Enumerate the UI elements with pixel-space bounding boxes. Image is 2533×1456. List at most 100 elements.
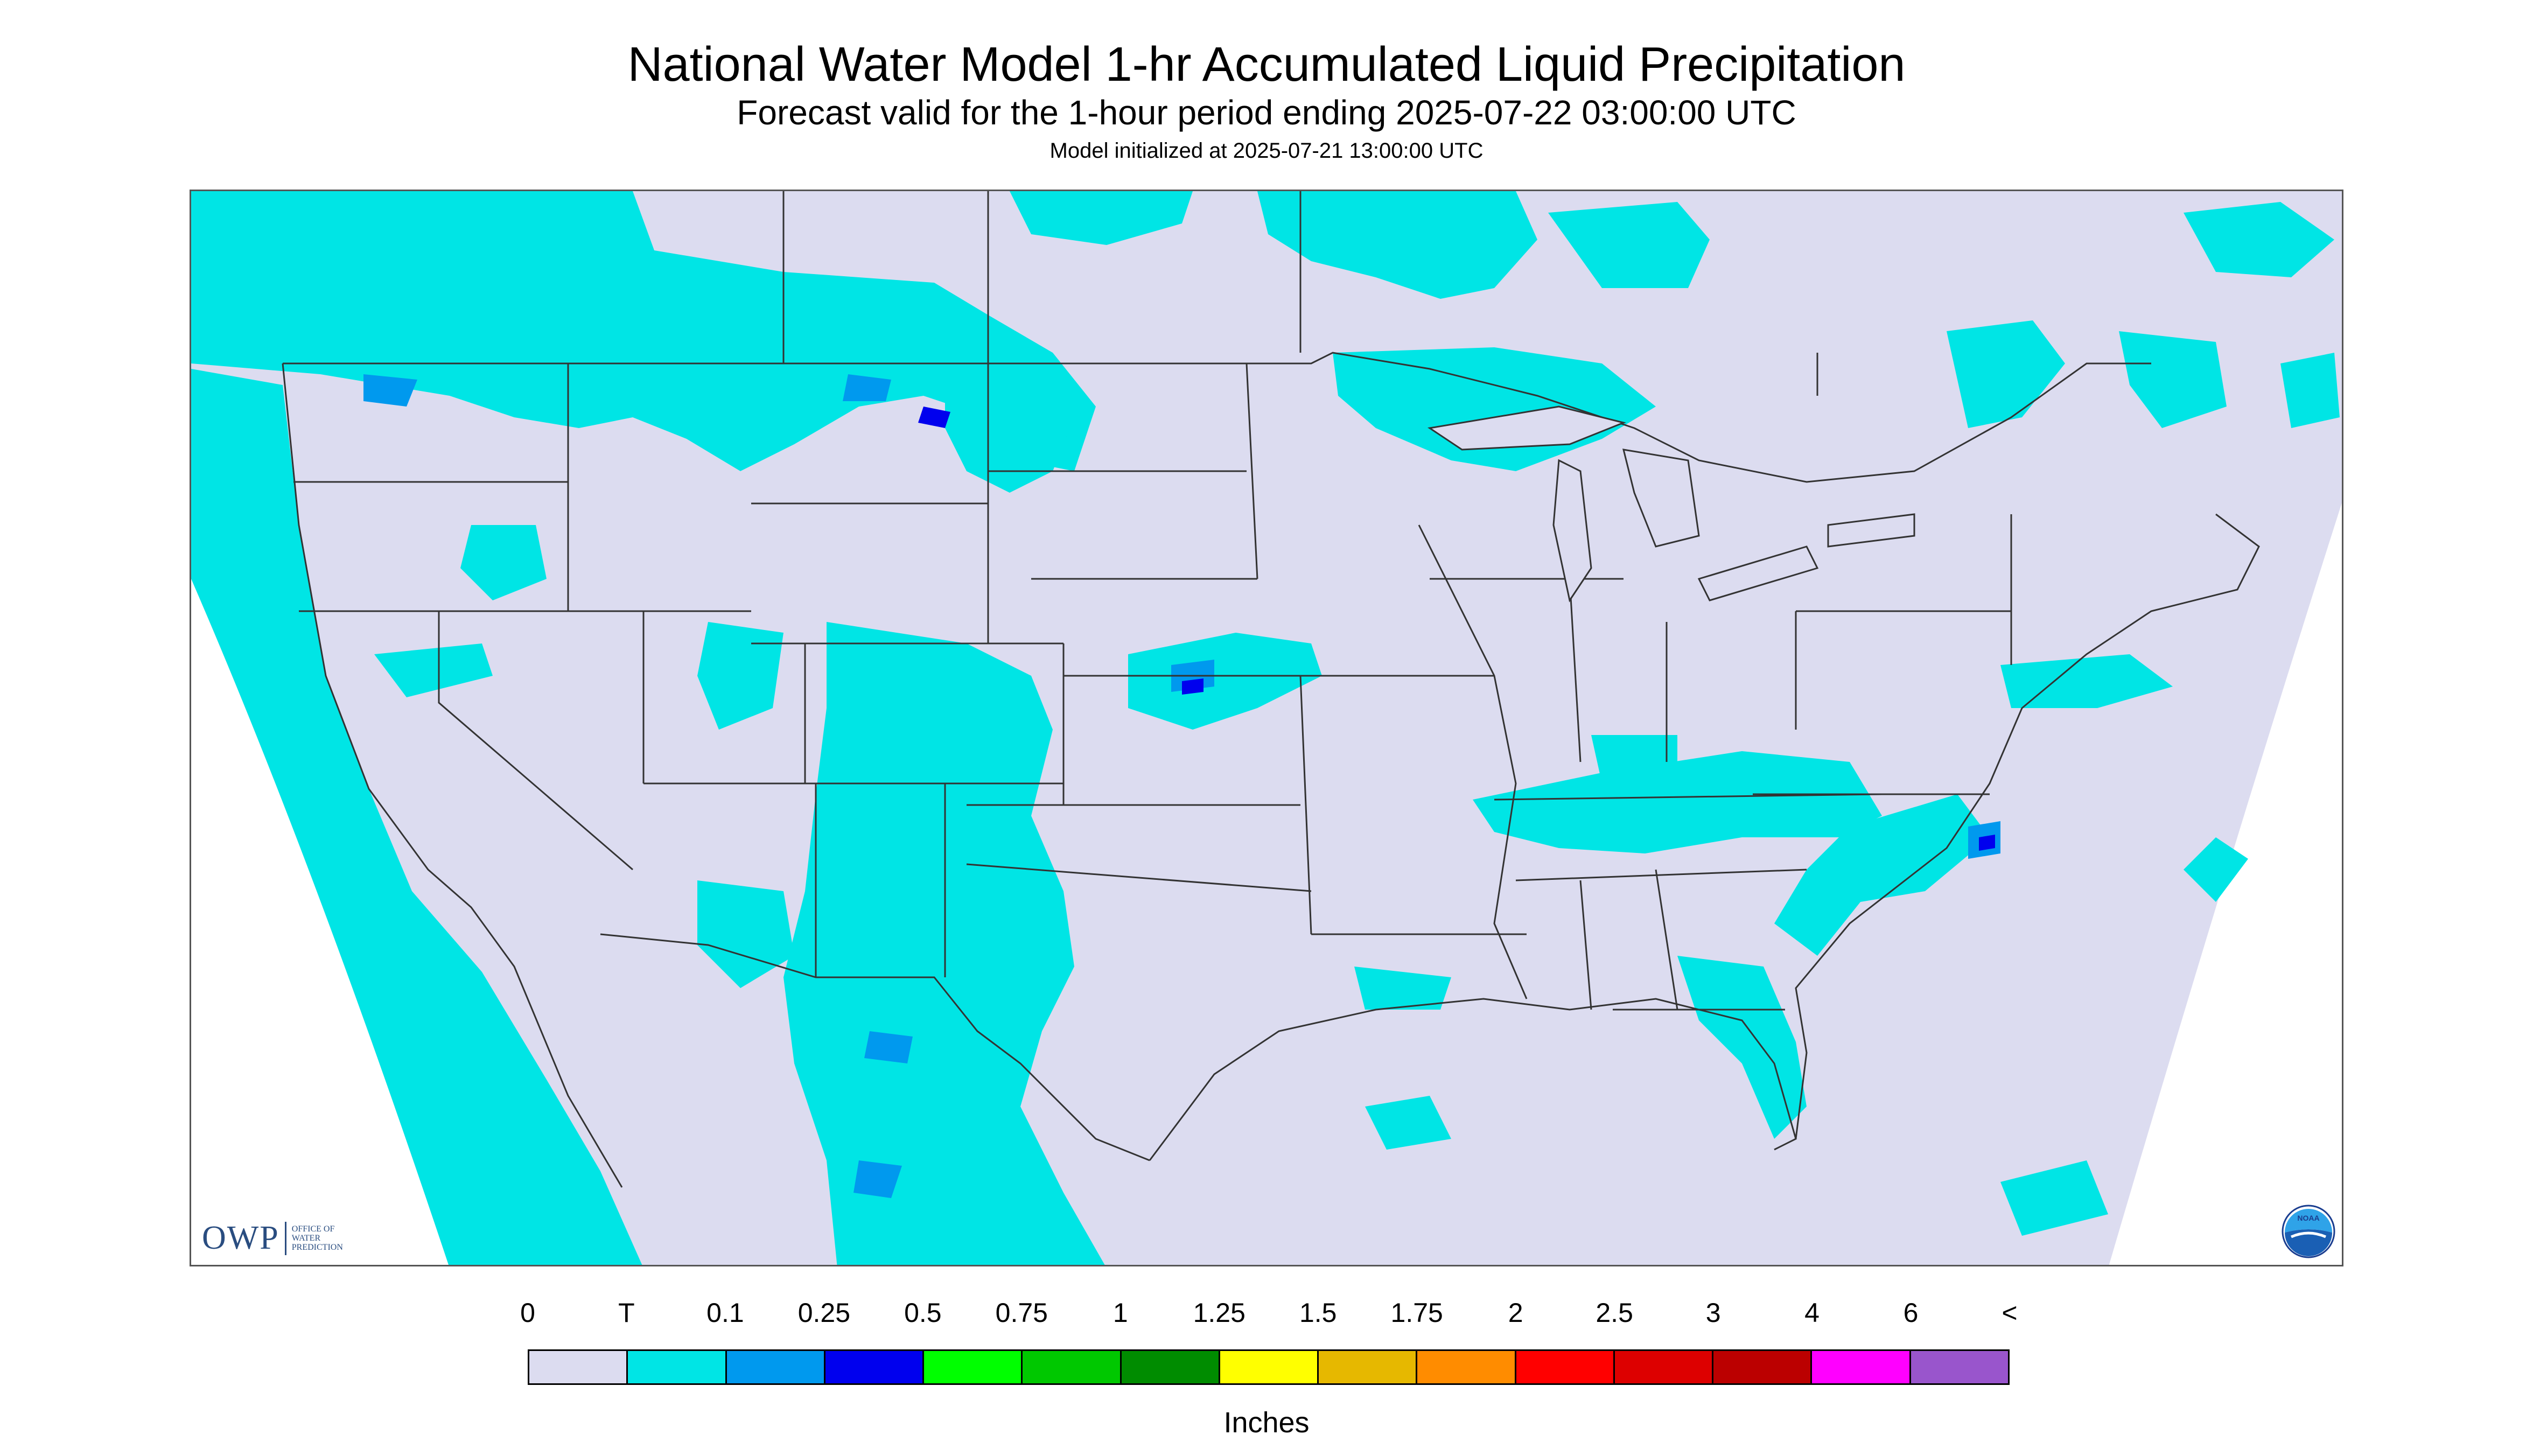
precip-canada-east bbox=[1548, 202, 1710, 288]
border-mn-west bbox=[1245, 363, 1258, 579]
noaa-logo: NOAA bbox=[2282, 1205, 2335, 1258]
legend-swatch bbox=[1516, 1351, 1615, 1383]
noaa-logo-text: NOAA bbox=[2297, 1214, 2319, 1222]
owp-text-line: OFFICE OF bbox=[291, 1224, 335, 1234]
legend-label: 0.75 bbox=[995, 1298, 1048, 1328]
border-tn-south bbox=[1515, 869, 1807, 881]
owp-logo: OWP OFFICE OF WATER PREDICTION bbox=[202, 1219, 343, 1257]
precip-northern-plains bbox=[945, 358, 1074, 493]
legend-label: 1.25 bbox=[1193, 1298, 1245, 1328]
lake-superior bbox=[1428, 405, 1626, 451]
precipitation-map: OWP OFFICE OF WATER PREDICTION NOAA bbox=[190, 190, 2343, 1266]
precip-gulf-south bbox=[1354, 967, 1451, 1010]
gulf-coast bbox=[1149, 998, 1797, 1161]
border-al-ga bbox=[1655, 869, 1678, 1010]
west-coast bbox=[282, 363, 623, 1188]
precip-canada-north bbox=[1010, 191, 1193, 245]
border-mo-east bbox=[1299, 675, 1312, 935]
heavy-northwest bbox=[363, 374, 417, 407]
legend-label: < bbox=[2002, 1298, 2018, 1328]
legend-label: 0.5 bbox=[904, 1298, 942, 1328]
legend-swatch bbox=[924, 1351, 1023, 1383]
legend-swatch bbox=[628, 1351, 727, 1383]
legend-label: 2.5 bbox=[1596, 1298, 1633, 1328]
border-ky-tn bbox=[1494, 793, 1883, 801]
legend-label: 1.75 bbox=[1390, 1298, 1443, 1328]
lake-huron bbox=[1622, 449, 1700, 548]
heavy-montana bbox=[843, 374, 891, 401]
precip-northeast bbox=[1947, 320, 2065, 428]
border-ca-nv bbox=[438, 611, 633, 871]
owp-logo-mark: OWP bbox=[202, 1220, 279, 1256]
precip-oregon bbox=[460, 525, 547, 600]
lake-ontario bbox=[1827, 513, 1915, 548]
precip-kentucky bbox=[1591, 735, 1677, 783]
border-ok-tx bbox=[966, 863, 1312, 892]
heavy-chihuahua bbox=[853, 1160, 902, 1198]
precip-gulf-cells bbox=[1365, 1096, 1451, 1150]
owp-text-line: PREDICTION bbox=[291, 1243, 343, 1252]
legend-swatch bbox=[529, 1351, 628, 1383]
heaviest-carolinas bbox=[1979, 835, 1995, 851]
precip-caribbean bbox=[2000, 1160, 2108, 1236]
atlantic-coast bbox=[1795, 513, 2260, 1139]
heavy-new-mexico bbox=[864, 1031, 913, 1063]
legend-swatch bbox=[1319, 1351, 1418, 1383]
us-canada-border bbox=[283, 352, 2151, 483]
precip-canada-center bbox=[1257, 191, 1537, 299]
legend-label: 0.1 bbox=[706, 1298, 744, 1328]
legend-swatch bbox=[1023, 1351, 1122, 1383]
legend-label: 1.5 bbox=[1299, 1298, 1337, 1328]
legend-swatch bbox=[1713, 1351, 1813, 1383]
legend-label: 3 bbox=[1705, 1298, 1721, 1328]
map-title: National Water Model 1-hr Accumulated Li… bbox=[627, 38, 1906, 92]
legend-swatch bbox=[1417, 1351, 1516, 1383]
legend-units: Inches bbox=[1223, 1406, 1310, 1439]
legend-label: T bbox=[618, 1298, 635, 1328]
legend-swatch bbox=[825, 1351, 925, 1383]
precip-central-plains bbox=[1128, 633, 1322, 730]
precip-carolinas-coast bbox=[1774, 794, 1990, 956]
great-lakes bbox=[1428, 405, 1915, 603]
state-borders bbox=[282, 191, 2260, 1188]
border-ms-river bbox=[1418, 524, 1528, 999]
precip-california-north bbox=[374, 643, 493, 697]
legend-swatch bbox=[1614, 1351, 1714, 1383]
heaviest-montana bbox=[918, 407, 950, 428]
us-mexico-border bbox=[600, 933, 1150, 1161]
precip-quebec bbox=[2280, 353, 2340, 428]
precip-pacific-west bbox=[191, 369, 642, 1265]
model-init-caption: Model initialized at 2025-07-21 13:00:00… bbox=[1049, 139, 1484, 163]
owp-logo-text: OFFICE OF WATER PREDICTION bbox=[292, 1224, 343, 1252]
legend-label: 6 bbox=[1903, 1298, 1919, 1328]
legend-label: 4 bbox=[1804, 1298, 1820, 1328]
legend-swatch bbox=[726, 1351, 825, 1383]
precip-heaviest-areas bbox=[918, 407, 1995, 851]
legend-label: 0.25 bbox=[797, 1298, 851, 1328]
heaviest-nebraska bbox=[1182, 678, 1203, 695]
precip-georgia-florida bbox=[1677, 956, 1807, 1139]
precip-nevada-sw bbox=[697, 880, 794, 988]
legend-swatch bbox=[1812, 1351, 1911, 1383]
lake-erie bbox=[1697, 545, 1819, 601]
owp-logo-divider bbox=[284, 1221, 286, 1255]
precip-atlantic-south bbox=[2184, 837, 2248, 902]
legend-colorbar bbox=[528, 1349, 2010, 1385]
lake-michigan bbox=[1552, 459, 1592, 603]
precip-utah bbox=[697, 622, 783, 730]
legend-swatch bbox=[1121, 1351, 1220, 1383]
legend-swatch bbox=[1220, 1351, 1319, 1383]
legend-label: 2 bbox=[1508, 1298, 1523, 1328]
precip-canada-ne bbox=[2184, 202, 2334, 277]
border-il-in bbox=[1569, 578, 1582, 762]
legend-swatch bbox=[1911, 1351, 2008, 1383]
precip-tennessee-carolinas bbox=[1473, 751, 1882, 853]
border-ms-al bbox=[1579, 880, 1592, 1010]
legend-label: 1 bbox=[1112, 1298, 1128, 1328]
map-canvas bbox=[191, 191, 2342, 1265]
owp-text-line: WATER bbox=[291, 1234, 321, 1243]
precip-new-england bbox=[2119, 331, 2227, 428]
forecast-valid-subtitle: Forecast valid for the 1-hour period end… bbox=[737, 93, 1796, 132]
legend-labels: 0 T 0.1 0.25 0.5 0.75 1 1.25 1.5 1.75 2 2.5 3 4 6 < bbox=[520, 1297, 2018, 1329]
precip-mid-atlantic bbox=[2000, 654, 2173, 708]
